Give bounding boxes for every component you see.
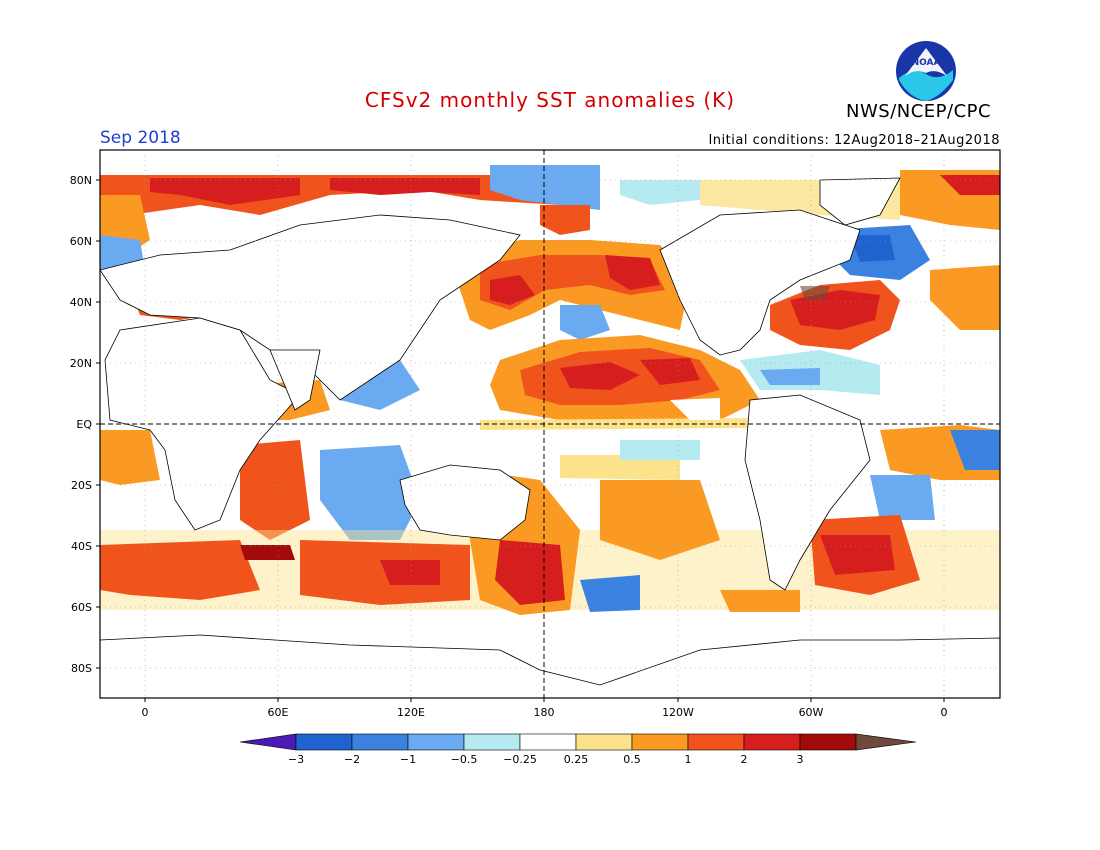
lat-label: 40S (71, 540, 92, 553)
lat-label: 80N (70, 174, 92, 187)
lon-label: 120W (662, 706, 694, 719)
colorbar-label: 3 (797, 753, 804, 766)
lon-label: 0 (142, 706, 149, 719)
colorbar-swatch (351, 733, 409, 751)
colorbar-swatch (519, 733, 577, 751)
logo-text: NOAA (912, 58, 941, 68)
colorbar-label: −0.25 (503, 753, 537, 766)
colorbar-label: 2 (741, 753, 748, 766)
chart-title: CFSv2 monthly SST anomalies (K) (364, 88, 736, 112)
lat-label: 80S (71, 662, 92, 675)
colorbar-swatch (799, 733, 857, 751)
colorbar-label: 1 (685, 753, 692, 766)
colorbar-swatch (631, 733, 689, 751)
organization-label: NWS/NCEP/CPC (846, 101, 992, 122)
colorbar-swatch (407, 733, 465, 751)
graticule (100, 150, 1000, 698)
lon-label: 120E (397, 706, 425, 719)
lat-label: 40N (70, 296, 92, 309)
colorbar-swatch (463, 733, 521, 751)
lat-label: EQ (76, 418, 92, 431)
continent-outlines (99, 177, 1001, 699)
lat-label: 20S (71, 479, 92, 492)
colorbar-swatch (575, 733, 633, 751)
colorbar-label: 0.5 (623, 753, 641, 766)
colorbar: −3 −2 −1 −0.5 −0.25 0.25 0.5 1 2 3 (239, 733, 917, 766)
colorbar-label: −1 (400, 753, 416, 766)
colorbar-high-triangle (855, 733, 917, 751)
lat-label: 20N (70, 357, 92, 370)
colorbar-swatch (295, 733, 353, 751)
lat-label: 60N (70, 235, 92, 248)
lon-label: 60W (799, 706, 824, 719)
lat-labels: 80N 60N 40N 20N EQ 20S 40S 60S 80S (70, 174, 93, 675)
lon-label: 0 (941, 706, 948, 719)
initial-conditions: Initial conditions: 12Aug2018–21Aug2018 (708, 133, 1000, 148)
colorbar-swatch (687, 733, 745, 751)
colorbar-label: 0.25 (564, 753, 589, 766)
colorbar-label: −2 (344, 753, 360, 766)
forecast-period: Sep 2018 (100, 128, 181, 148)
lon-label: 60E (268, 706, 289, 719)
lon-label: 180 (534, 706, 555, 719)
colorbar-label: −0.5 (451, 753, 478, 766)
colorbar-swatch (743, 733, 801, 751)
reference-lines (100, 150, 1000, 698)
noaa-logo: NOAA (896, 41, 956, 101)
lon-labels: 0 60E 120E 180 120W 60W 0 (142, 706, 948, 719)
colorbar-low-triangle (239, 733, 297, 751)
lat-label: 60S (71, 601, 92, 614)
colorbar-label: −3 (288, 753, 304, 766)
